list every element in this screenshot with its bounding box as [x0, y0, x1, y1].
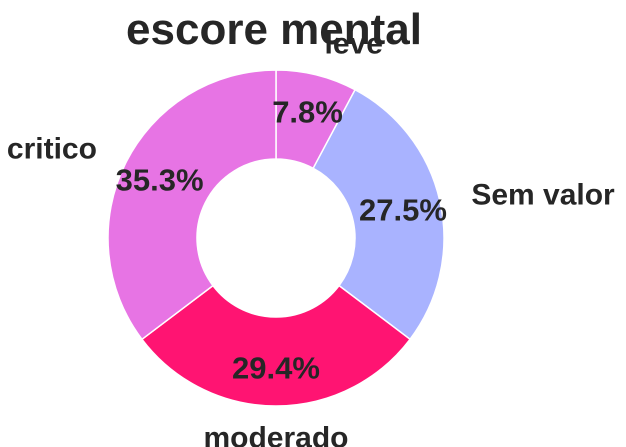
category-label-moderado: moderado: [203, 422, 348, 447]
category-label-sem-valor: Sem valor: [471, 178, 615, 211]
chart-title: escore mental: [126, 5, 422, 54]
slice-moderado: [140, 284, 412, 407]
category-label-leve: leve: [325, 27, 383, 60]
value-label-critico: 35.3%: [116, 163, 204, 198]
value-label-moderado: 29.4%: [232, 351, 320, 386]
value-label-leve: 7.8%: [272, 94, 343, 129]
slices-group: [107, 69, 445, 407]
slice-sem-valor: [312, 88, 445, 341]
category-label-critico: critico: [7, 132, 97, 165]
value-label-sem-valor: 27.5%: [359, 193, 447, 228]
labels-group: 7.8% leve 27.5% Sem valor 29.4% moderado 35.3%…: [7, 27, 615, 447]
slice-critico: [107, 69, 277, 341]
